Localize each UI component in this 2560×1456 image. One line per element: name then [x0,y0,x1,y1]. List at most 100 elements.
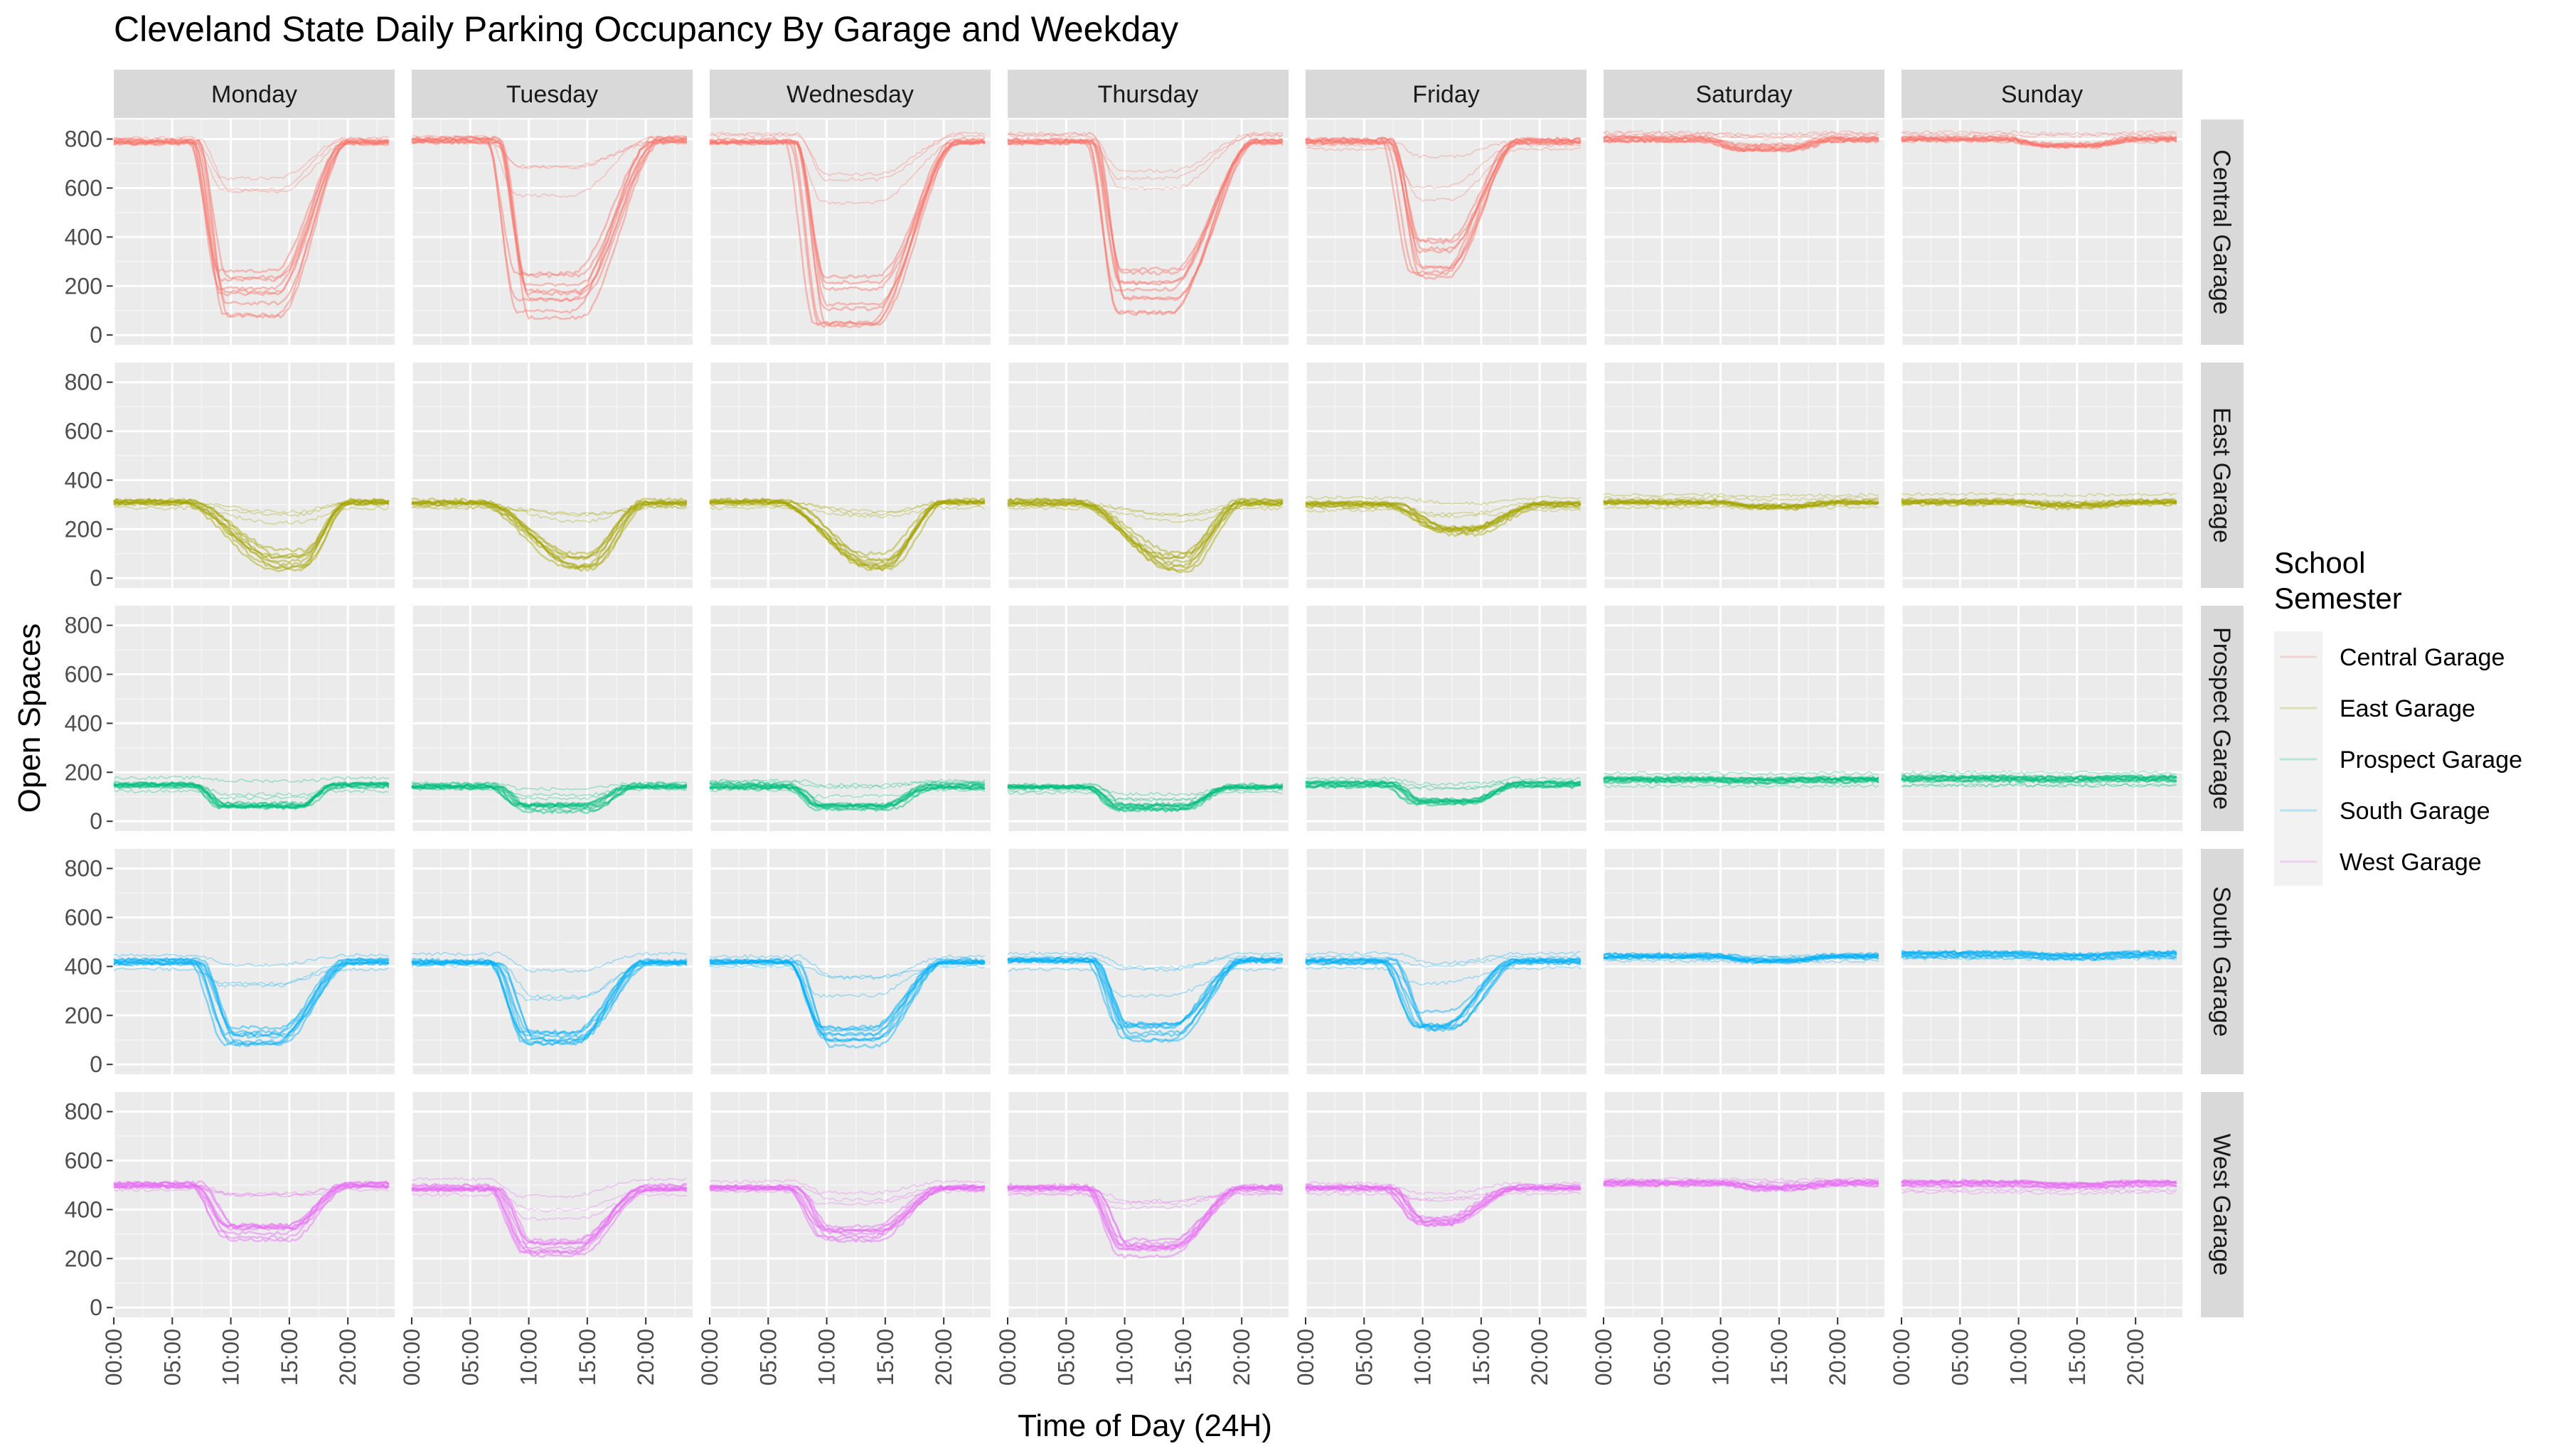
series-line [1603,1179,1879,1185]
panel-east-garage-sunday [1900,363,2182,588]
series-line [411,960,688,1035]
series-line [113,956,389,1044]
series-line [709,139,985,326]
series-line [1007,784,1283,809]
panel-south-garage-monday [112,849,395,1074]
series-line [709,136,986,326]
series-line [1603,1179,1879,1189]
x-tick-label: 05:00 [1947,1329,1973,1386]
series-line [709,1185,986,1234]
series-line [1901,953,2177,962]
series-line [1901,130,2177,136]
series-line [1007,1185,1284,1248]
series-line [1305,965,1582,986]
series-line [709,1185,985,1232]
series-line [1305,959,1581,1029]
series-line [1901,1179,2177,1187]
series-line [1305,780,1582,790]
series-line [411,958,688,1037]
series-line [113,953,390,968]
y-tick-label: 400 [65,710,102,736]
series-line [709,500,985,568]
series-line [1007,139,1284,315]
series-line [113,781,390,810]
series-line [1305,1188,1581,1201]
series-line [1305,959,1582,1015]
series-line [1305,500,1581,532]
series-line [1305,957,1581,1032]
series-line [709,500,985,568]
series-line [1305,500,1582,517]
series-line [1305,1183,1582,1221]
series-line [1603,498,1879,508]
series-line [1901,949,2177,958]
series-line [1007,497,1284,560]
series-line [1305,146,1581,202]
panel-prospect-garage-wednesday [708,606,991,831]
series-line [1603,1182,1879,1193]
legend: School Semester Central Garage East Garag… [2274,546,2522,886]
series-line [1603,951,1879,961]
series-line [1603,500,1879,510]
panel-east-garage-tuesday [410,363,693,588]
series-line [412,500,688,568]
x-tick-label: 00:00 [1293,1329,1318,1386]
series-line [1007,505,1283,523]
series-line [1901,949,2177,958]
series-line [1603,778,1879,785]
series-line [113,960,390,1038]
series-line [1901,774,2177,781]
series-line [1305,502,1582,530]
series-line [113,961,390,1039]
series-line [411,960,688,1043]
series-line [411,957,688,1044]
facet-row-label: Central Garage [2208,149,2235,314]
x-tick-label: 20:00 [1527,1329,1552,1386]
series-line [1007,785,1284,796]
panel-prospect-garage-tuesday [410,606,693,831]
series-line [113,775,390,783]
series-line [709,1184,986,1229]
series-line [1901,500,2177,508]
y-tick-label: 0 [90,1295,102,1320]
series-line [1603,138,1879,153]
series-line [113,781,390,806]
series-line [113,782,390,809]
y-tick-label: 800 [65,856,102,882]
series-line [1305,136,1582,280]
x-tick-label: 05:00 [1053,1329,1079,1386]
series-line [1901,497,2177,506]
series-line [113,1182,389,1231]
x-tick-label: 20:00 [931,1329,956,1386]
facet-strip-saturday [1604,70,1884,118]
x-tick-label: 10:00 [516,1329,542,1386]
series-line [1305,1191,1582,1202]
series-line [1305,139,1582,255]
series-line [1007,783,1284,812]
panel-prospect-garage-thursday [1006,606,1289,831]
panel-west-garage-saturday [1602,1092,1884,1317]
series-line [1603,954,1879,964]
x-tick-label: 05:00 [755,1329,781,1386]
series-line [1901,1182,2177,1189]
series-line [113,136,389,181]
series-line [1901,951,2177,959]
panel-central-garage-sunday [1900,119,2182,345]
series-line [1901,134,2177,146]
series-line [113,960,390,1046]
series-line [1901,783,2177,788]
series-line [113,958,389,1035]
series-line [1007,1189,1284,1204]
panel-central-garage-saturday [1602,119,1884,345]
x-tick-label: 20:00 [335,1329,361,1386]
series-line [411,504,688,516]
series-line [709,959,985,1042]
panel-east-garage-thursday [1006,363,1289,588]
series-line [1008,500,1283,517]
series-line [1603,138,1879,152]
x-axis-title: Time of Day (24H) [1018,1408,1272,1443]
facet-strip-label: Saturday [1695,81,1792,108]
series-line [113,141,390,274]
x-tick-label: 10:00 [1112,1329,1138,1386]
